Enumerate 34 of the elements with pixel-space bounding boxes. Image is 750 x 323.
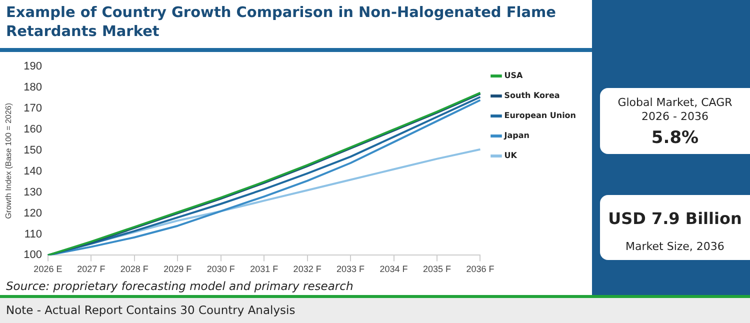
- x-tick-label: 2028 F: [120, 264, 149, 274]
- legend-label: USA: [504, 71, 524, 80]
- text: USD 7.9 Billion: [607, 209, 743, 228]
- legend-label: Japan: [503, 131, 530, 140]
- text: Global Market, CAGR 2026 - 2036: [616, 96, 734, 124]
- x-tick-label: 2030 F: [206, 264, 236, 274]
- y-tick-label: 150: [24, 144, 42, 156]
- x-tick-label: 2033 F: [336, 264, 366, 274]
- x-tick-label: 2035 F: [423, 264, 452, 274]
- y-tick-label: 160: [24, 124, 42, 136]
- legend-label: European Union: [504, 111, 576, 120]
- legend-label: UK: [504, 151, 518, 160]
- legend-label: South Korea: [504, 91, 560, 100]
- text: 5.8%: [650, 128, 700, 148]
- source-note: Source: proprietary forecasting model and primary research: [6, 279, 354, 293]
- y-tick-label: 130: [24, 186, 42, 198]
- y-tick-label: 120: [24, 207, 42, 220]
- y-tick-label: 110: [24, 228, 42, 240]
- chart-title: Example of Country Growth Comparison in Non-Halogenated Flame Retardants Market: [6, 4, 557, 42]
- x-tick-label: 2027 F: [77, 264, 106, 274]
- y-tick-label: 140: [24, 165, 42, 178]
- y-tick-label: 100: [24, 249, 42, 262]
- y-tick-label: 180: [24, 82, 42, 94]
- text: Note - Actual Report Contains 30 Country Analysis: [0, 298, 750, 323]
- x-tick-label: 2036 F: [466, 264, 495, 274]
- x-tick-label: 2029 F: [164, 264, 192, 274]
- x-tick-label: 2026 E: [34, 264, 62, 274]
- text: Market Size, 2036: [624, 240, 726, 253]
- x-tick-label: 2034 F: [380, 264, 408, 274]
- y-tick-label: 190: [24, 60, 42, 73]
- y-tick-label: 170: [24, 102, 42, 115]
- x-tick-label: 2032 F: [293, 264, 322, 274]
- y-axis-title: Growth Index (Base 100 = 2026): [4, 102, 14, 219]
- x-tick-label: 2031 F: [250, 264, 279, 274]
